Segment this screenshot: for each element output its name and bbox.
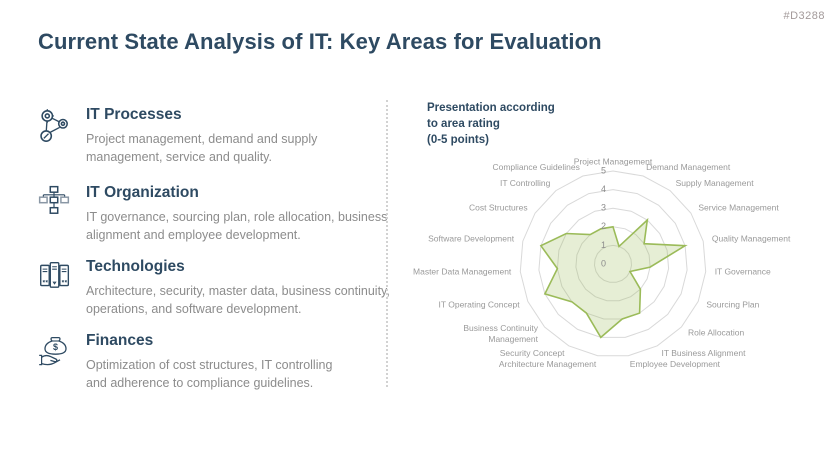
- radar-category-label: Demand Management: [646, 162, 731, 172]
- feature-item-it-organization: IT Organization IT governance, sourcing …: [37, 184, 387, 244]
- radar-category-label: Software Development: [428, 233, 515, 243]
- feature-heading: Finances: [86, 332, 154, 349]
- chart-note-line: Presentation according: [427, 102, 555, 114]
- radar-category-label: Sourcing Plan: [706, 299, 759, 309]
- radar-category-label: Employee Development: [630, 359, 721, 369]
- radar-grid-ring: [593, 244, 633, 283]
- money-bag-hand-icon: $: [37, 332, 73, 392]
- radar-grid-ring: [575, 226, 651, 302]
- server-stack-icon: [37, 258, 73, 318]
- radar-category-label: Security Concept: [500, 348, 565, 358]
- radar-category-label: Architecture Management: [499, 359, 597, 369]
- radar-category-label: Service Management: [698, 202, 779, 212]
- feature-description: Project management, demand and supply man…: [86, 132, 318, 165]
- page-title: Current State Analysis of IT: Key Areas …: [38, 29, 602, 54]
- chart-note-line: (0-5 points): [427, 134, 489, 147]
- radar-tick-label: 0: [601, 258, 606, 268]
- radar-series-polygon: [539, 217, 688, 339]
- vertical-dotted-divider: [386, 100, 388, 387]
- radar-category-label: IT Operating Concept: [438, 299, 520, 309]
- radar-tick-label: 5: [601, 165, 606, 175]
- doc-id-label: #D3288: [783, 10, 825, 22]
- radar-grid-ring: [519, 170, 707, 357]
- feature-heading: IT Processes: [86, 106, 182, 123]
- radar-category-label: Compliance Guidelines: [492, 162, 579, 172]
- svg-text:$: $: [53, 342, 58, 352]
- org-chart-icon: [37, 184, 73, 244]
- radar-chart: 5 4 3 2 1 0 Project Management Demand Managemen…: [400, 150, 810, 385]
- radar-category-label: IT Business Alignment: [662, 348, 747, 358]
- feature-description: Architecture, security, master data, bus…: [86, 284, 390, 317]
- chart-note-line: to area rating: [427, 118, 500, 131]
- radar-category-label: IT Governance: [715, 267, 771, 277]
- radar-tick-label: 1: [601, 240, 606, 250]
- process-network-icon: [37, 106, 73, 166]
- radar-category-label: Business Continuity Management: [463, 323, 538, 344]
- feature-item-finances: $ Finances Optimization of cost structur…: [37, 332, 377, 392]
- radar-grid-ring: [538, 189, 688, 338]
- radar-category-label: Supply Management: [676, 178, 755, 188]
- radar-grid-ring: [556, 207, 670, 320]
- feature-item-technologies: Technologies Architecture, security, mas…: [37, 258, 390, 318]
- radar-category-label: Master Data Management: [413, 267, 512, 277]
- radar-tick-label: 4: [601, 184, 606, 194]
- radar-category-label: Quality Management: [712, 233, 791, 243]
- feature-description: IT governance, sourcing plan, role alloc…: [86, 210, 388, 243]
- radar-tick-label: 2: [601, 221, 606, 231]
- feature-description: Optimization of cost structures, IT cont…: [86, 358, 333, 391]
- radar-category-label: Role Allocation: [688, 327, 745, 337]
- radar-category-label: Cost Structures: [469, 202, 528, 212]
- feature-heading: Technologies: [86, 258, 185, 275]
- radar-category-label: Project Management: [574, 156, 653, 166]
- radar-tick-label: 3: [601, 203, 606, 213]
- chart-note: Presentation according to area rating (0…: [427, 100, 555, 148]
- feature-item-it-processes: IT Processes Project management, demand …: [37, 106, 377, 166]
- radar-category-label: IT Controlling: [500, 178, 551, 188]
- feature-heading: IT Organization: [86, 184, 199, 201]
